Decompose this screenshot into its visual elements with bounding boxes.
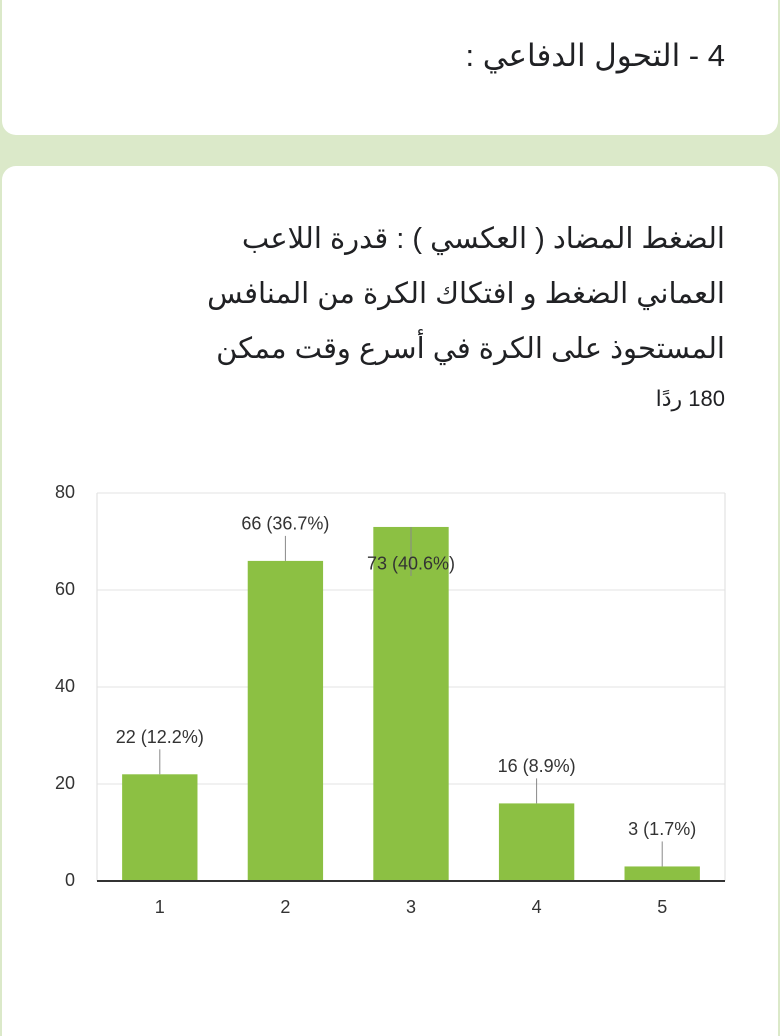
- x-tick-label: 2: [280, 897, 290, 917]
- value-label: 3 (1.7%): [628, 819, 696, 839]
- section-title: 4 - التحول الدفاعي :: [465, 38, 725, 73]
- y-tick-label: 80: [55, 482, 75, 502]
- value-label: 73 (40.6%): [367, 554, 455, 574]
- x-tick-label: 3: [406, 897, 416, 917]
- bar: [373, 526, 449, 881]
- y-tick-label: 0: [65, 870, 75, 890]
- bar: [624, 866, 700, 881]
- y-tick-label: 40: [55, 676, 75, 696]
- bar: [122, 774, 198, 881]
- section-card: [2, 0, 778, 135]
- value-label: 16 (8.9%): [498, 756, 576, 776]
- x-tick-label: 5: [657, 897, 667, 917]
- bar: [247, 560, 324, 881]
- bar: [498, 803, 575, 881]
- y-tick-label: 60: [55, 579, 75, 599]
- y-tick-label: 20: [55, 773, 75, 793]
- value-label: 22 (12.2%): [116, 727, 204, 747]
- x-tick-label: 1: [155, 897, 165, 917]
- x-tick-label: 4: [532, 897, 542, 917]
- question-title: الضغط المضاد ( العكسي ) : قدرة اللاعب ال…: [207, 223, 725, 365]
- value-label: 66 (36.7%): [241, 514, 329, 534]
- response-count: 180 ردًا: [655, 386, 725, 411]
